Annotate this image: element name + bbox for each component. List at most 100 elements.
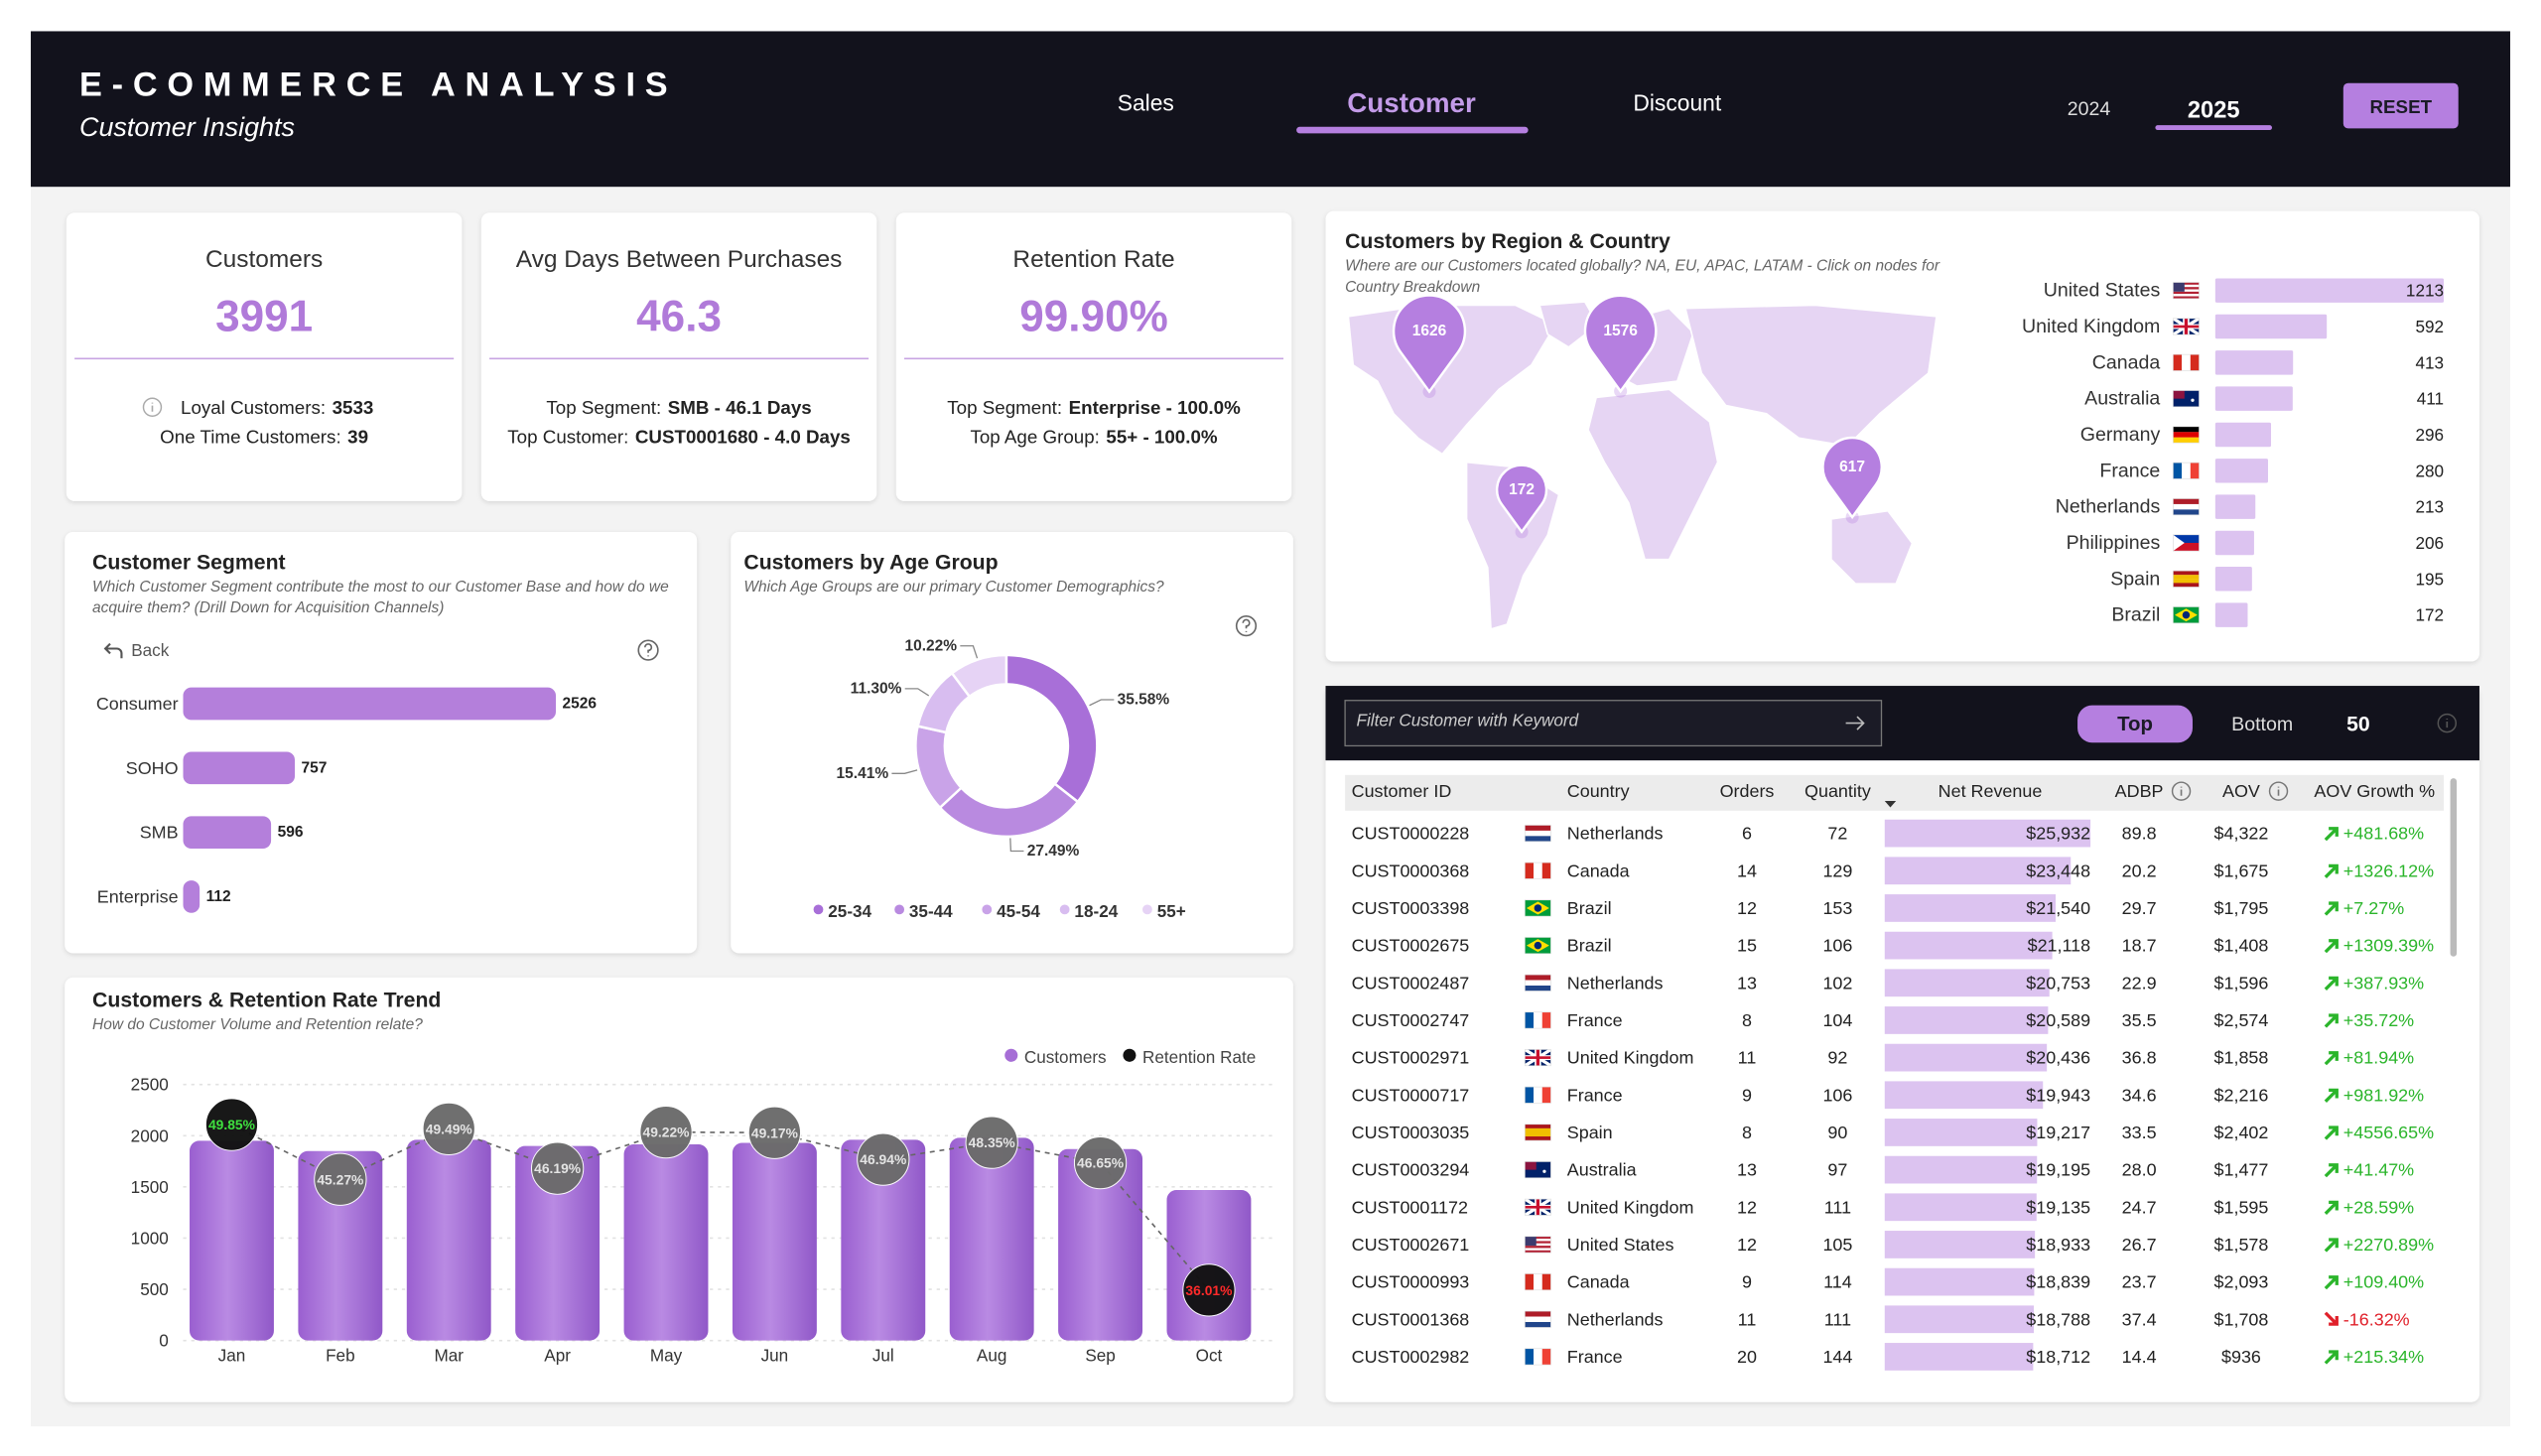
table-cell: +7.27% <box>2343 898 2404 918</box>
table-cell: $20,589 <box>2026 1010 2090 1030</box>
pin-label: 172 <box>1509 481 1535 498</box>
map-pin[interactable] <box>1583 294 1658 394</box>
panel <box>731 531 1293 954</box>
info-icon <box>2171 781 2192 801</box>
flag-part <box>2173 571 2200 576</box>
flag-part <box>2173 291 2200 295</box>
nav-tab-active[interactable]: Customer <box>1347 87 1476 118</box>
kpi-detail-label: Top Segment: <box>947 397 1062 418</box>
retention-marker <box>204 1098 259 1151</box>
flag-part <box>2173 390 2200 408</box>
column-header: Net Revenue <box>1939 781 2043 801</box>
flag <box>2173 353 2200 371</box>
flag-part <box>1525 1311 1551 1317</box>
table-cell: 20 <box>1737 1347 1757 1367</box>
flag-part <box>1525 1236 1551 1254</box>
flag-part <box>1525 899 1551 917</box>
toggle-label[interactable]: Bottom <box>2231 714 2293 735</box>
flag-part <box>2173 354 2183 371</box>
flag-part <box>1534 941 1542 950</box>
toggle-label-active[interactable]: Top <box>2117 714 2153 735</box>
reset-label[interactable]: RESET <box>2369 96 2432 117</box>
net-revenue-bar <box>1884 819 2091 848</box>
help-icon-glyph <box>643 643 653 657</box>
flag-part <box>1534 1273 1542 1290</box>
table-cell: 13 <box>1737 1160 1757 1180</box>
top-n-value[interactable]: 50 <box>2346 714 2370 736</box>
table-cell: $2,402 <box>2214 1123 2269 1142</box>
kpi-title: Avg Days Between Purchases <box>516 246 843 273</box>
filter-input[interactable] <box>1344 700 1883 747</box>
bar-value-label: 413 <box>2415 352 2444 372</box>
flag-part <box>2173 318 2200 335</box>
legend-dot <box>982 904 993 915</box>
flag-part <box>1525 937 1551 955</box>
table-cell: $20,436 <box>2026 1048 2090 1068</box>
bar-label: United Kingdom <box>2022 316 2160 337</box>
chart-title: Customers & Retention Rate Trend <box>92 989 441 1011</box>
flag-part <box>1525 1056 1551 1059</box>
growth-arrow <box>2324 1163 2339 1178</box>
flag-part <box>1525 1348 1551 1366</box>
kpi-detail-value: SMB - 46.1 Days <box>668 397 812 418</box>
kpi-detail-label: Loyal Customers: <box>181 397 326 418</box>
flag <box>1525 825 1551 843</box>
flag <box>2173 570 2200 588</box>
bar-label: United States <box>2044 280 2161 302</box>
table-cell: +1326.12% <box>2343 860 2434 880</box>
net-revenue-bar <box>1884 1119 2038 1146</box>
year-option-active[interactable]: 2025 <box>2188 97 2240 123</box>
nav-tab[interactable]: Sales <box>1118 89 1174 115</box>
table-cell: 33.5 <box>2122 1123 2157 1142</box>
table-cell: France <box>1567 1010 1623 1030</box>
bar-value-label: 757 <box>302 759 328 776</box>
table-cell: +41.47% <box>2343 1160 2414 1180</box>
table-cell: 26.7 <box>2122 1235 2157 1255</box>
net-revenue-bar <box>1884 894 2057 922</box>
flag-part <box>2173 296 2200 299</box>
table-cell: 102 <box>1822 973 1852 993</box>
y-tick-label: 0 <box>159 1331 169 1351</box>
table-cell: +481.68% <box>2343 824 2424 844</box>
bar <box>841 1139 926 1341</box>
net-revenue-bar <box>1884 1343 2034 1371</box>
chart-subtitle: Country Breakdown <box>1345 279 1480 296</box>
flag-part <box>2190 463 2200 479</box>
nav-tab[interactable]: Discount <box>1633 89 1722 115</box>
bar-label: SMB <box>140 823 179 843</box>
bar <box>2214 494 2256 519</box>
bar-label: Netherlands <box>2056 496 2161 518</box>
legend-label: 35-44 <box>909 901 953 921</box>
growth-arrow <box>2324 1275 2339 1290</box>
flag <box>2173 282 2200 300</box>
flag <box>1525 1086 1551 1104</box>
flag-part <box>1525 1246 1551 1249</box>
year-option[interactable]: 2024 <box>2068 98 2111 120</box>
table-cell: $18,712 <box>2026 1347 2090 1367</box>
flag <box>2173 498 2200 516</box>
map-pin[interactable] <box>1821 436 1883 520</box>
flag-part <box>1525 975 1551 981</box>
map-pin[interactable] <box>1495 463 1548 534</box>
flag-part <box>1525 1011 1551 1029</box>
flag <box>2173 426 2200 444</box>
help-icon <box>1235 615 1258 637</box>
net-revenue-bar <box>1884 1231 2036 1258</box>
table-cell: $1,477 <box>2214 1160 2269 1180</box>
column-header: AOV <box>2222 781 2260 801</box>
table-cell: $1,578 <box>2214 1235 2269 1255</box>
table-cell: $2,093 <box>2214 1272 2269 1292</box>
table-cell: $2,574 <box>2214 1010 2269 1030</box>
toggle-top[interactable] <box>2077 705 2193 743</box>
flag-part <box>2190 354 2200 371</box>
kpi-value: 3991 <box>215 292 313 340</box>
reset-button[interactable] <box>2342 82 2459 129</box>
flag-part <box>1525 980 1551 987</box>
column-header: Quantity <box>1805 781 1871 801</box>
flag <box>2172 317 2201 336</box>
map-pin[interactable] <box>1392 294 1467 394</box>
bar-value-label: 2526 <box>563 696 598 713</box>
retention-label: 49.49% <box>426 1121 472 1136</box>
back-button[interactable]: Back <box>131 640 170 660</box>
kpi-value: 46.3 <box>636 292 722 340</box>
